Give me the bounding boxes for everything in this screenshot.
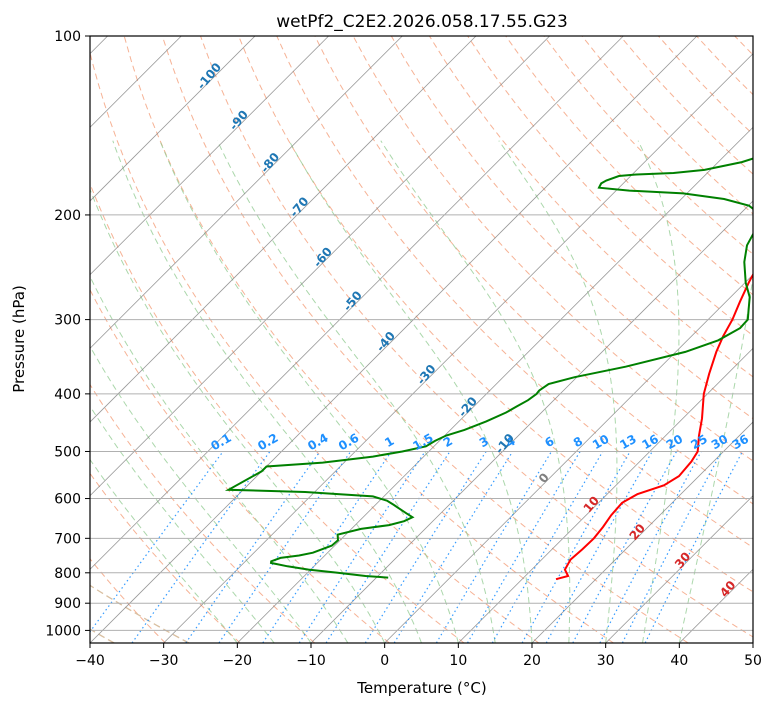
mixing-ratio-line: [325, 451, 451, 643]
isotherm-line: [90, 36, 550, 497]
dry-adiabat: [276, 36, 753, 549]
y-tick-label: 700: [54, 531, 81, 547]
mixing-ratio-line: [491, 451, 604, 643]
x-tick-label: 0: [380, 653, 389, 669]
y-tick-label: 400: [54, 387, 81, 403]
dry-adiabat: [467, 36, 753, 337]
x-tick-label: −20: [223, 653, 253, 669]
dry-adiabat: [90, 288, 390, 643]
isotherm-line: [90, 36, 256, 202]
dewpoint-line: [224, 157, 753, 579]
isotherm-line: [605, 495, 753, 643]
y-tick-label: 100: [54, 29, 81, 45]
dry-adiabat: [90, 182, 465, 643]
y-tick-label: 800: [54, 566, 81, 582]
mixing-ratio-line: [393, 451, 514, 643]
isotherm-line: [90, 36, 698, 643]
x-axis-ticks: −40 −30 −20 −10 0 10 20 30 40 50: [75, 643, 762, 669]
y-axis-ticks: 1000 900 800 700 600 500 400 300 200 100: [45, 29, 90, 639]
y-axis-label: Pressure (hPa): [10, 285, 28, 393]
x-axis-label: Temperature (°C): [356, 679, 486, 697]
isotherm-line: [237, 126, 753, 643]
dry-adiabat: [90, 383, 316, 643]
dry-adiabat: [505, 36, 753, 296]
chart-title: wetPf2_C2E2.2026.058.17.55.G23: [276, 12, 568, 32]
isotherm-line: [90, 36, 403, 349]
y-tick-label: 200: [54, 208, 81, 224]
isotherm-line: [90, 36, 624, 570]
dry-adiabat: [161, 36, 689, 643]
y-tick-label: 600: [54, 492, 81, 508]
y-tick-label: 1000: [45, 623, 81, 639]
dry-adiabat: [90, 50, 540, 643]
mixing-ratio-line: [599, 451, 702, 643]
x-tick-label: 10: [449, 653, 467, 669]
isotherm-line: [90, 36, 329, 276]
sounding-curves: [224, 157, 753, 581]
dry-adiabat: [390, 36, 753, 420]
dry-adiabat: [123, 36, 614, 643]
temperature-line: [555, 272, 753, 581]
isotherm-line: [531, 421, 753, 643]
plot-frame: [89, 35, 754, 644]
dry-adiabat: [428, 36, 753, 378]
dry-adiabat: [314, 36, 753, 505]
mixing-ratio-line: [435, 451, 553, 643]
isotherm-line: [310, 200, 753, 643]
x-tick-label: −10: [296, 653, 326, 669]
dry-adiabat: [352, 36, 753, 462]
y-tick-label: 500: [54, 444, 81, 460]
isotherm-line: [90, 36, 477, 423]
x-tick-label: 20: [523, 653, 541, 669]
x-tick-label: 50: [744, 653, 762, 669]
isotherm-line: [458, 347, 753, 643]
isotherm-line: [163, 53, 753, 643]
x-tick-label: 30: [597, 653, 615, 669]
y-tick-label: 900: [54, 596, 81, 612]
mixing-ratio-line: [185, 451, 321, 643]
dry-adiabat: [238, 36, 753, 593]
y-tick-label: 300: [54, 313, 81, 329]
mixing-ratio-line: [262, 451, 392, 643]
mixing-ratio-line: [466, 451, 581, 643]
x-tick-label: 40: [670, 653, 688, 669]
pressure-gridlines: [90, 36, 753, 631]
dry-adiabat: [90, 472, 241, 643]
x-tick-label: −40: [75, 653, 105, 669]
x-tick-label: −30: [149, 653, 179, 669]
mixing-ratio-line: [298, 451, 426, 643]
mixing-ratio-line: [218, 451, 352, 643]
isotherm-line: [384, 274, 753, 643]
mixing-ratio-line: [364, 451, 487, 643]
